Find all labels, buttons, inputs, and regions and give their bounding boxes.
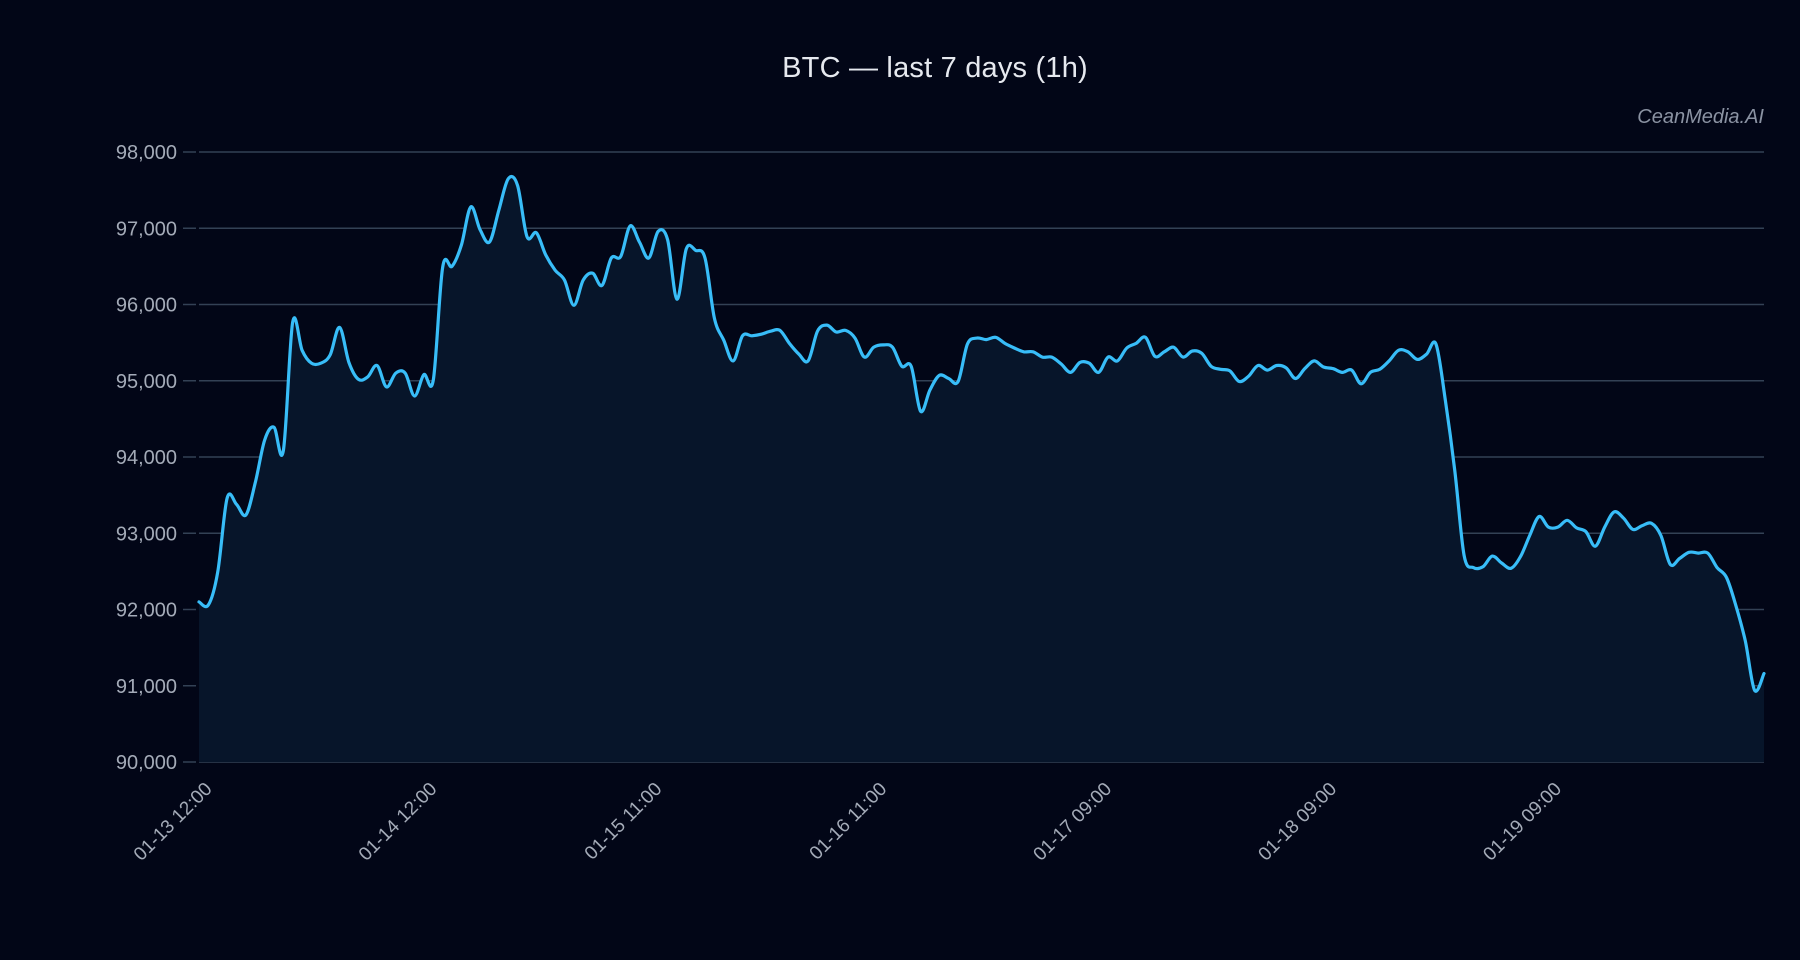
price-line bbox=[197, 174, 1766, 693]
y-tick-label: 92,000 bbox=[116, 600, 177, 622]
y-tick-label: 90,000 bbox=[116, 752, 177, 774]
x-tick-label: 01-14 12:00 bbox=[355, 779, 442, 866]
y-axis: 90,000 91,000 92,000 93,000 94,000 95,000 96,0… bbox=[116, 142, 196, 774]
price-area-fill bbox=[199, 176, 1764, 762]
x-tick-label: 01-13 12:00 bbox=[130, 779, 217, 866]
x-tick-label: 01-16 11:00 bbox=[806, 779, 892, 865]
x-tick-label: 01-19 09:00 bbox=[1479, 779, 1566, 866]
chart-title: BTC — last 7 days (1h) bbox=[782, 52, 1088, 84]
y-tick-label: 97,000 bbox=[116, 218, 177, 240]
x-tick-label: 01-15 11:00 bbox=[581, 779, 667, 865]
x-tick-label: 01-17 09:00 bbox=[1030, 779, 1117, 866]
y-tick-label: 91,000 bbox=[116, 676, 177, 698]
x-axis: 01-13 12:00 01-14 12:00 01-15 11:00 01-16 1… bbox=[130, 779, 1566, 866]
y-tick-label: 93,000 bbox=[116, 523, 177, 545]
y-tick-label: 95,000 bbox=[116, 371, 177, 393]
y-tick-label: 96,000 bbox=[116, 295, 177, 317]
x-tick-label: 01-18 09:00 bbox=[1255, 779, 1342, 866]
y-tick-label: 98,000 bbox=[116, 142, 177, 164]
y-tick-label: 94,000 bbox=[116, 447, 177, 469]
watermark: CeanMedia.AI bbox=[1637, 106, 1764, 128]
